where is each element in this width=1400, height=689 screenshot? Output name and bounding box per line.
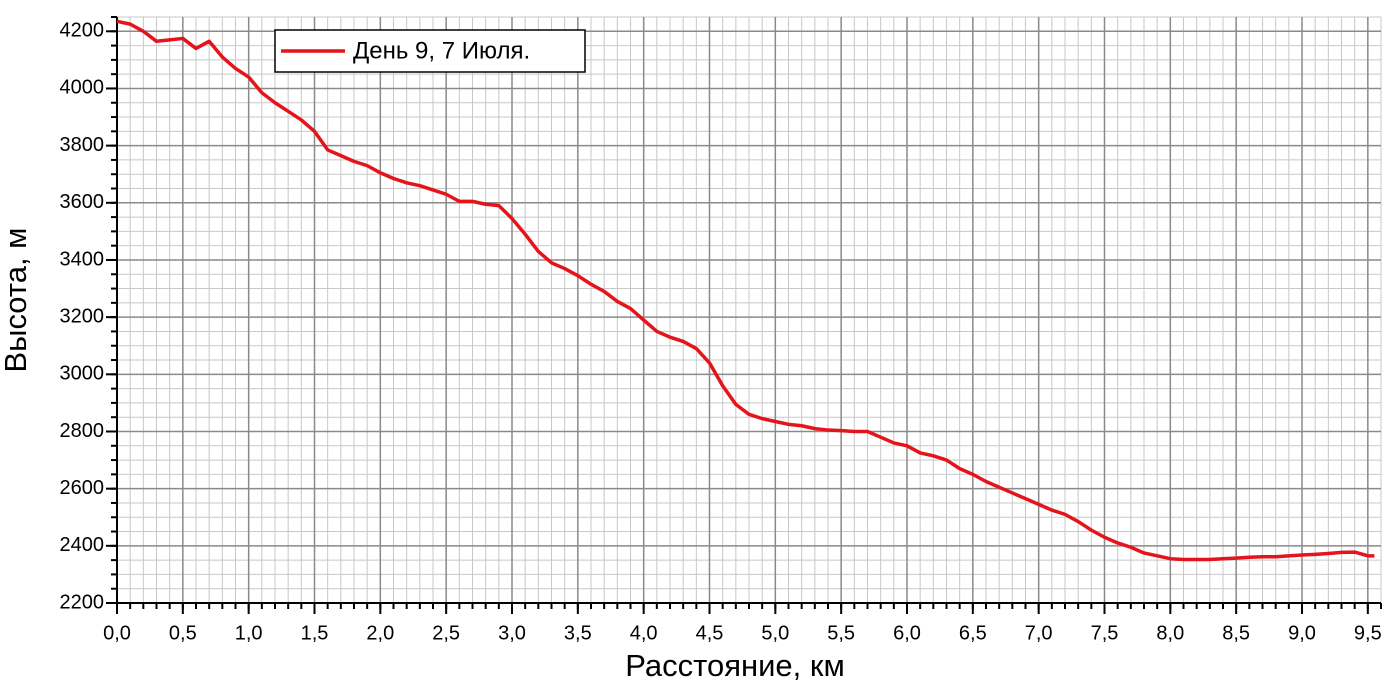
- x-tick-label: 7,5: [1091, 622, 1119, 644]
- x-axis-title: Расстояние, км: [625, 648, 845, 683]
- y-tick-label: 4000: [60, 77, 105, 99]
- x-tick-label: 4,0: [630, 622, 658, 644]
- x-tick-label: 8,5: [1222, 622, 1250, 644]
- x-tick-label: 5,5: [827, 622, 855, 644]
- y-tick-label: 2600: [60, 477, 105, 499]
- y-tick-label: 3200: [60, 305, 105, 327]
- x-tick-label: 2,5: [432, 622, 460, 644]
- y-axis-title: Высота, м: [0, 228, 33, 373]
- x-tick-label: 4,5: [696, 622, 724, 644]
- legend: День 9, 7 Июля.: [274, 29, 586, 73]
- x-tick-label: 5,0: [761, 622, 789, 644]
- y-tick-label: 4200: [60, 20, 105, 42]
- x-tick-label: 3,5: [564, 622, 592, 644]
- x-tick-label: 0,5: [169, 622, 197, 644]
- x-tick-label: 1,0: [235, 622, 263, 644]
- x-tick-label: 7,0: [1025, 622, 1053, 644]
- x-tick-label: 9,0: [1288, 622, 1316, 644]
- x-tick-label: 8,0: [1156, 622, 1184, 644]
- y-tick-label: 2800: [60, 420, 105, 442]
- x-tick-label: 6,0: [893, 622, 921, 644]
- y-tick-label: 2400: [60, 534, 105, 556]
- y-tick-label: 2200: [60, 591, 105, 613]
- y-tick-label: 3800: [60, 134, 105, 156]
- x-tick-label: 1,5: [301, 622, 329, 644]
- data-line: [116, 19, 1375, 562]
- y-tick-label: 3000: [60, 363, 105, 385]
- x-tick-label: 6,5: [959, 622, 987, 644]
- x-tick-label: 9,5: [1354, 622, 1382, 644]
- x-tick-label: 3,0: [498, 622, 526, 644]
- x-tick-label: 0,0: [103, 622, 131, 644]
- legend-label: День 9, 7 Июля.: [353, 37, 530, 64]
- y-tick-label: 3400: [60, 248, 105, 270]
- y-tick-label: 3600: [60, 191, 105, 213]
- x-tick-label: 2,0: [366, 622, 394, 644]
